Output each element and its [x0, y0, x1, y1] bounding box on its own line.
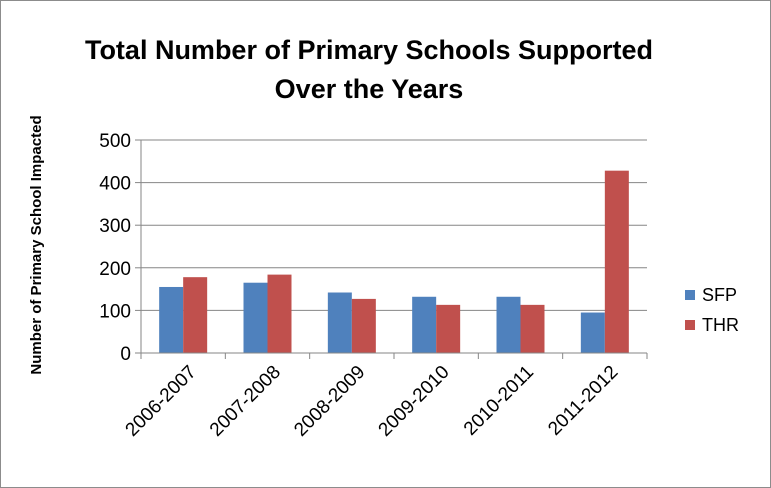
chart-title: Total Number of Primary Schools Supporte… — [85, 35, 653, 104]
legend-label-sfp: SFP — [702, 285, 737, 305]
bar-sfp-2009-2010 — [412, 296, 437, 353]
bar-thr-2007-2008 — [267, 274, 292, 353]
legend: SFP THR — [685, 285, 739, 335]
bar-sfp-2011-2012 — [580, 312, 605, 353]
x-tick-label: 2007-2008 — [206, 362, 285, 441]
y-tick-label: 500 — [99, 131, 131, 152]
legend-swatch-thr — [685, 320, 695, 330]
legend-label-thr: THR — [702, 315, 739, 335]
y-tick-labels: 0 100 200 300 400 500 — [99, 131, 131, 365]
bar-thr-2010-2011 — [520, 304, 545, 353]
x-tick-label: 2009-2010 — [375, 362, 454, 441]
x-tick-label: 2006-2007 — [122, 362, 201, 441]
bar-thr-2008-2009 — [351, 298, 376, 353]
y-axis-label: Number of Primary School Impacted — [28, 115, 45, 374]
bar-sfp-2010-2011 — [496, 296, 521, 353]
bar-sfp-2008-2009 — [327, 292, 352, 353]
chart-title-line-2: Over the Years — [275, 74, 464, 104]
x-tick-labels: 2006-2007 2007-2008 2008-2009 2009-2010 2010… — [122, 362, 623, 441]
x-tick-label: 2011-2012 — [544, 362, 622, 440]
bar-thr-2006-2007 — [183, 277, 208, 353]
bar-thr-2011-2012 — [604, 170, 629, 353]
y-tick-label: 100 — [99, 301, 131, 322]
axes — [135, 139, 648, 359]
bar-thr-2009-2010 — [436, 304, 461, 353]
bar-sfp-2007-2008 — [243, 282, 268, 353]
bars — [159, 170, 629, 353]
x-tick-label: 2010-2011 — [460, 362, 538, 440]
x-tick-label: 2008-2009 — [290, 362, 369, 441]
chart-title-line-1: Total Number of Primary Schools Supporte… — [85, 35, 653, 65]
bar-sfp-2006-2007 — [159, 286, 184, 353]
y-tick-label: 200 — [99, 259, 131, 280]
y-tick-label: 0 — [120, 344, 131, 365]
gridlines — [141, 139, 647, 311]
y-tick-label: 300 — [99, 216, 131, 237]
legend-swatch-sfp — [685, 290, 695, 300]
y-tick-label: 400 — [99, 174, 131, 195]
